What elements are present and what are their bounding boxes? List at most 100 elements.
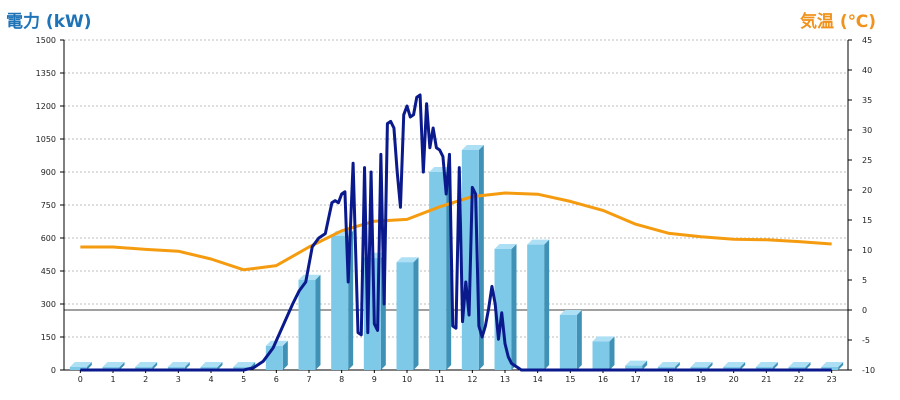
left-tick-label: 0: [51, 366, 56, 375]
right-tick-label: 30: [862, 126, 872, 135]
power-line: [80, 93, 832, 372]
bar: [625, 365, 643, 370]
left-tick-label: 1200: [36, 102, 56, 111]
bar-top: [167, 362, 190, 367]
bar-side: [217, 362, 223, 370]
x-tick-label: 9: [372, 375, 377, 384]
x-tick-label: 15: [565, 375, 575, 384]
bar-top: [788, 362, 811, 367]
bar-top: [233, 362, 256, 367]
x-tick-label: 3: [176, 375, 181, 384]
left-tick-label: 600: [41, 234, 56, 243]
bar-top: [559, 310, 582, 315]
left-tick-label: 750: [41, 201, 56, 210]
right-axis-title: 気温 (℃): [799, 12, 876, 32]
bar-top: [396, 257, 419, 263]
bar-side: [609, 336, 615, 370]
right-tick-label: 0: [862, 306, 867, 315]
x-tick-label: 23: [827, 375, 837, 384]
x-tick-label: 2: [143, 375, 148, 384]
bar-side: [152, 362, 158, 370]
x-tick-label: 19: [696, 375, 706, 384]
x-tick-label: 14: [533, 375, 543, 384]
left-tick-label: 1350: [36, 69, 56, 78]
bar-side: [478, 145, 484, 370]
left-tick-label: 1050: [36, 135, 56, 144]
right-tick-label: 40: [862, 66, 872, 75]
x-tick-label: 4: [208, 375, 213, 384]
bar-top: [494, 244, 517, 249]
bar-side: [413, 257, 419, 370]
right-tick-label: -10: [862, 366, 875, 375]
bar-top: [527, 239, 550, 245]
bar-side: [740, 362, 746, 370]
right-tick-label: 35: [862, 96, 872, 105]
right-tick-label: 15: [862, 216, 872, 225]
left-tick-label: 1500: [36, 36, 56, 45]
bar-top: [265, 340, 288, 346]
x-tick-label: 22: [794, 375, 804, 384]
bar-top: [625, 360, 648, 366]
bar: [396, 262, 414, 370]
x-tick-label: 18: [663, 375, 673, 384]
bar-side: [642, 360, 648, 370]
bar-side: [119, 362, 125, 370]
x-tick-label: 8: [339, 375, 344, 384]
x-tick-label: 0: [78, 375, 83, 384]
bar-side: [511, 244, 517, 370]
bar: [331, 235, 349, 370]
bar-top: [821, 362, 844, 367]
bar: [527, 244, 545, 370]
bar-side: [576, 310, 582, 370]
temperature-line: [80, 191, 832, 272]
bar-top: [657, 362, 680, 367]
right-tick-label: 25: [862, 156, 872, 165]
x-tick-label: 1: [110, 375, 115, 384]
x-tick-label: 12: [467, 375, 477, 384]
bar-top: [461, 145, 484, 150]
left-tick-label: 300: [41, 300, 56, 309]
x-tick-label: 21: [761, 375, 771, 384]
x-tick-label: 16: [598, 375, 608, 384]
bar-top: [592, 336, 615, 342]
bar-top: [690, 362, 713, 367]
x-tick-label: 13: [500, 375, 510, 384]
bar-side: [772, 362, 778, 370]
bar: [265, 345, 283, 370]
left-axis-title: 電力 (kW): [6, 12, 92, 32]
bar-side: [674, 362, 680, 370]
bar-top: [298, 274, 321, 280]
bar-top: [69, 362, 92, 367]
bar: [592, 341, 610, 370]
bar-top: [135, 362, 158, 367]
bar: [429, 172, 447, 370]
bar-side: [282, 340, 288, 370]
bar-side: [315, 274, 321, 370]
left-tick-label: 450: [41, 267, 56, 276]
bar-top: [723, 362, 746, 367]
x-tick-label: 5: [241, 375, 246, 384]
right-tick-label: 45: [862, 36, 872, 45]
bar-side: [707, 362, 713, 370]
right-tick-label: 5: [862, 276, 867, 285]
x-tick-label: 17: [631, 375, 641, 384]
bar-top: [200, 362, 223, 367]
bar-top: [755, 362, 778, 367]
x-tick-label: 11: [435, 375, 445, 384]
bar-side: [544, 239, 550, 370]
bar-top: [102, 362, 125, 367]
left-tick-label: 900: [41, 168, 56, 177]
bar-side: [805, 362, 811, 370]
x-tick-label: 20: [729, 375, 739, 384]
bar-side: [184, 362, 190, 370]
right-tick-label: 10: [862, 246, 872, 255]
right-tick-label: -5: [862, 336, 870, 345]
x-tick-label: 7: [306, 375, 311, 384]
x-tick-label: 10: [402, 375, 412, 384]
bar-side: [838, 362, 844, 370]
bar: [69, 367, 87, 370]
bar: [298, 279, 316, 370]
bar: [559, 315, 577, 370]
x-tick-label: 6: [274, 375, 279, 384]
